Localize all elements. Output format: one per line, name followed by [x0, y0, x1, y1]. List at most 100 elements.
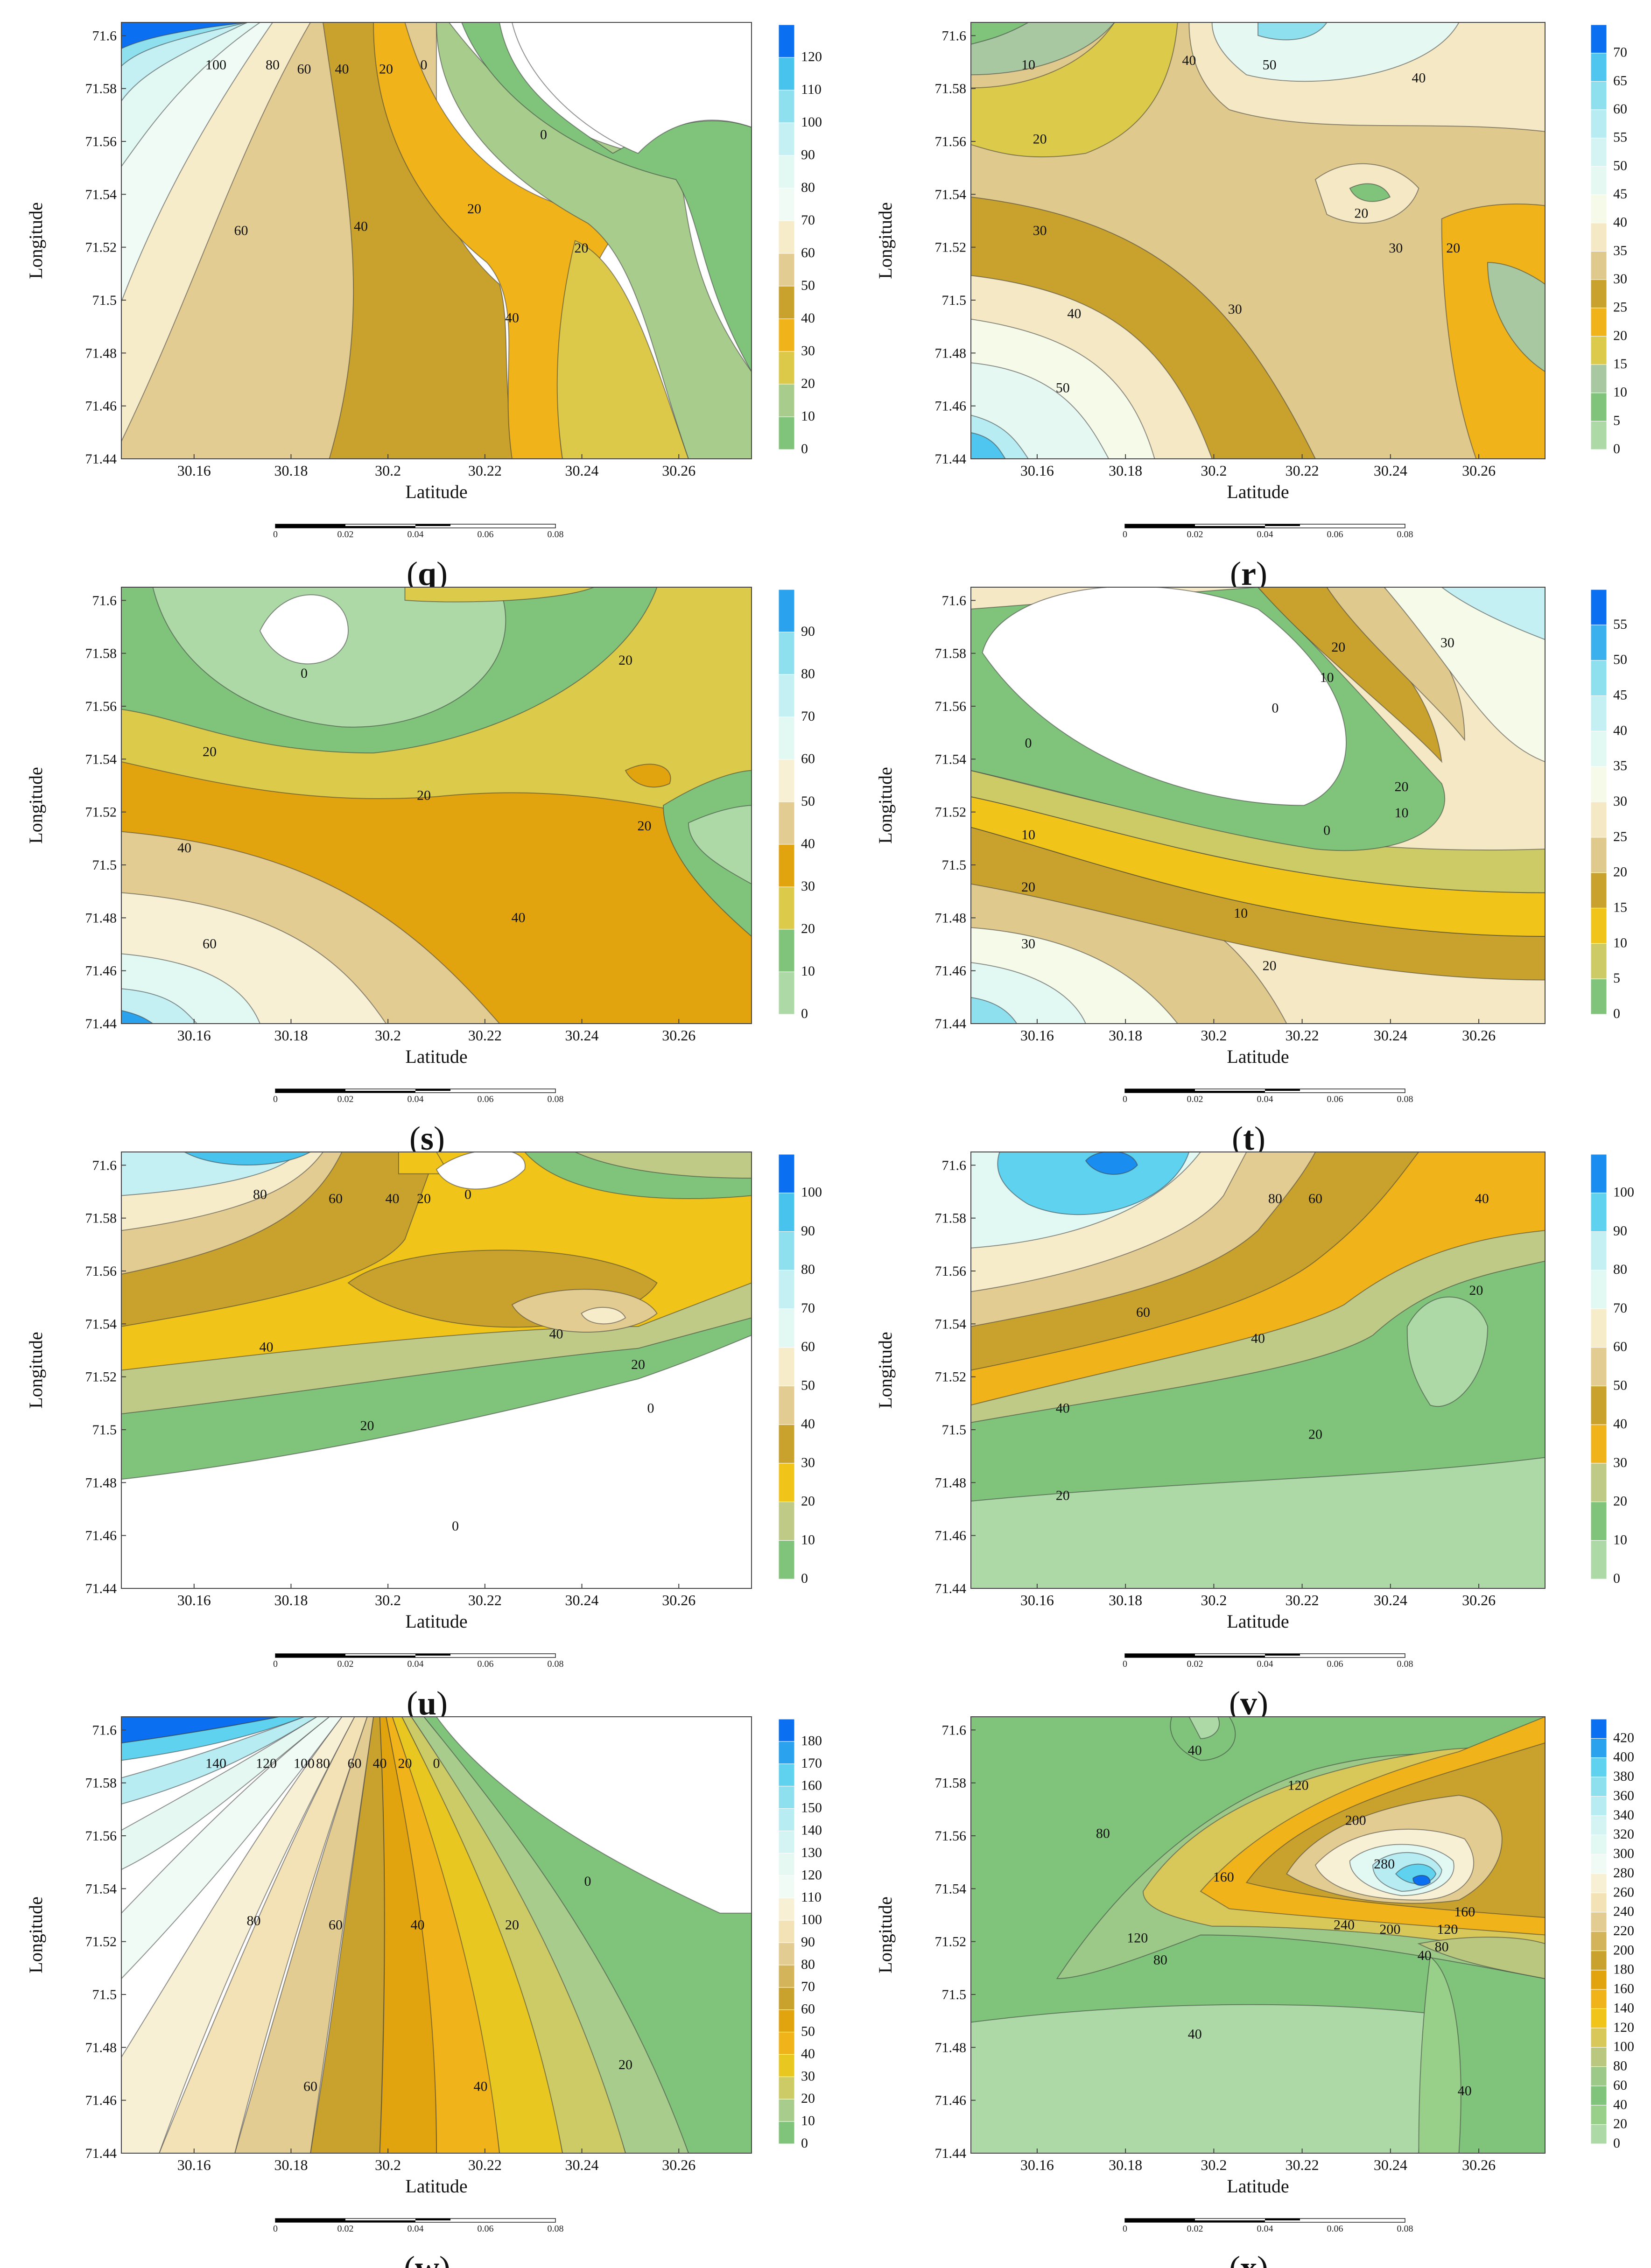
contour-band [259, 594, 349, 665]
colorbar-swatch [778, 716, 795, 760]
colorbar-label: 50 [801, 1377, 815, 1393]
colorbar-label: 140 [1613, 2000, 1634, 2015]
colorbar-label: 15 [1613, 900, 1627, 915]
colorbar-label: 20 [801, 1494, 815, 1509]
colorbar-swatch [1590, 421, 1607, 450]
y-tick-label: 71.52 [85, 1934, 117, 1950]
colorbar-swatch [778, 1502, 795, 1541]
y-tick-label: 71.44 [85, 451, 117, 467]
contour-label: 20 [575, 240, 589, 256]
contour-label: 40 [260, 1340, 274, 1355]
colorbar-swatch [778, 2121, 795, 2144]
colorbar-label: 70 [801, 1300, 815, 1316]
contour-band [1384, 587, 1545, 763]
x-tick-label: 30.16 [177, 1592, 211, 1608]
panel-t: 0 0 0 20 10 30 20 10 10 20 10 30 20 30.16 30.18 30.2 30.… [875, 587, 1627, 1157]
x-tick-label: 30.26 [1462, 2156, 1496, 2173]
contour-label: 60 [329, 1191, 343, 1207]
colorbar-label: 20 [801, 921, 815, 936]
contour-band [461, 22, 752, 373]
contour-label: 20 [1056, 1488, 1070, 1503]
x-tick-label: 30.18 [274, 1027, 308, 1044]
contour-band [511, 1289, 658, 1333]
colorbar-label: 10 [801, 2113, 815, 2128]
colorbar-label: 20 [801, 376, 815, 391]
colorbar-label: 60 [801, 245, 815, 260]
y-tick-label: 71.44 [935, 1016, 967, 1032]
colorbar-swatch [1590, 1950, 1607, 1971]
colorbar-swatch [1590, 1912, 1607, 1932]
scale-bar-label: 0.06 [1327, 2224, 1343, 2234]
colorbar-swatch [1590, 766, 1607, 802]
contour-label: 10 [1320, 670, 1334, 685]
y-axis-label: Longitude [875, 202, 896, 279]
contour-label: 80 [316, 1756, 330, 1771]
panel-v: 80 60 40 60 40 20 40 20 20 30.16 30.18 30.2 30.22 30.… [875, 1152, 1634, 1722]
plot-frame [121, 587, 752, 1024]
colorbar-label: 280 [1613, 1865, 1634, 1881]
scale-bar-r: 0 0.02 0.04 0.06 0.08 [1123, 524, 1413, 540]
colorbar-label: 150 [801, 1800, 822, 1816]
colorbar-swatch [778, 2076, 795, 2099]
contour-label: 40 [411, 1917, 425, 1933]
scale-bar-label: 0.06 [478, 1094, 494, 1104]
scale-bar-label: 0 [1123, 529, 1127, 540]
colorbar-swatch [778, 1808, 795, 1831]
colorbar-swatch [1590, 1854, 1607, 1874]
contour-band [971, 1457, 1545, 1588]
colorbar-label: 70 [1613, 1300, 1627, 1316]
caption-close: ) [436, 1685, 448, 1722]
colorbar-label: 55 [1613, 130, 1627, 145]
y-tick-label: 71.52 [85, 1369, 117, 1385]
y-tick-label: 71.5 [92, 1987, 117, 2002]
contour-label: 0 [301, 666, 308, 681]
colorbar-swatch [1590, 801, 1607, 838]
y-tick-label: 71.44 [85, 2146, 117, 2161]
x-tick-label: 30.24 [1374, 1027, 1407, 1044]
colorbar-label: 30 [1613, 1455, 1627, 1470]
x-tick-label: 30.22 [468, 2156, 502, 2173]
panel-caption: (q) [407, 555, 448, 592]
x-tick-label: 30.26 [662, 2156, 696, 2173]
colorbar-swatch [1590, 1873, 1607, 1893]
scale-bar-label: 0.06 [478, 1659, 494, 1669]
colorbar-label: 240 [1613, 1904, 1634, 1919]
scale-bar-segment [415, 2219, 450, 2220]
contour-label: 10 [1234, 906, 1248, 921]
caption-close: ) [436, 555, 448, 592]
colorbar-swatch [1590, 1270, 1607, 1309]
colorbar-label: 50 [801, 278, 815, 293]
caption-letter: s [421, 1120, 434, 1157]
y-tick-label: 71.44 [935, 1581, 967, 1596]
colorbar-label: 0 [1613, 2135, 1620, 2151]
contour-label: 80 [1096, 1826, 1110, 1841]
y-tick-label: 71.46 [85, 2093, 117, 2108]
contour-label: 160 [1454, 1904, 1475, 1920]
y-axis-label: Longitude [875, 767, 896, 843]
colorbar-swatch [1590, 1738, 1607, 1758]
colorbar-swatch [1590, 1757, 1607, 1777]
plot-frame [121, 1152, 752, 1589]
x-tick-label: 30.26 [1462, 462, 1496, 479]
colorbar-swatch [1590, 393, 1607, 421]
colorbar-swatch [1590, 660, 1607, 696]
x-tick-label: 30.22 [1286, 462, 1319, 479]
colorbar-label: 10 [1613, 935, 1627, 950]
x-tick-label: 30.22 [468, 1592, 502, 1608]
x-axis-label: Latitude [1227, 2176, 1289, 2197]
colorbar-swatch [1590, 2028, 1607, 2048]
y-tick-label: 71.58 [935, 1211, 967, 1226]
x-tick-label: 30.26 [662, 1027, 696, 1044]
colorbar-swatch [1590, 1154, 1607, 1194]
colorbar-swatch [1590, 1719, 1607, 1739]
y-tick-label: 71.48 [935, 1475, 967, 1490]
contour-label: 20 [618, 653, 632, 668]
contour-label: 120 [1127, 1931, 1148, 1946]
colorbar-label: 0 [801, 441, 808, 456]
contour-label: 0 [433, 1756, 440, 1771]
x-tick-label: 30.16 [177, 1027, 211, 1044]
contour-label: 40 [549, 1327, 563, 1342]
colorbar-label: 100 [801, 114, 822, 130]
caption-close: ) [1256, 555, 1267, 592]
y-axis-label: Longitude [25, 767, 46, 843]
